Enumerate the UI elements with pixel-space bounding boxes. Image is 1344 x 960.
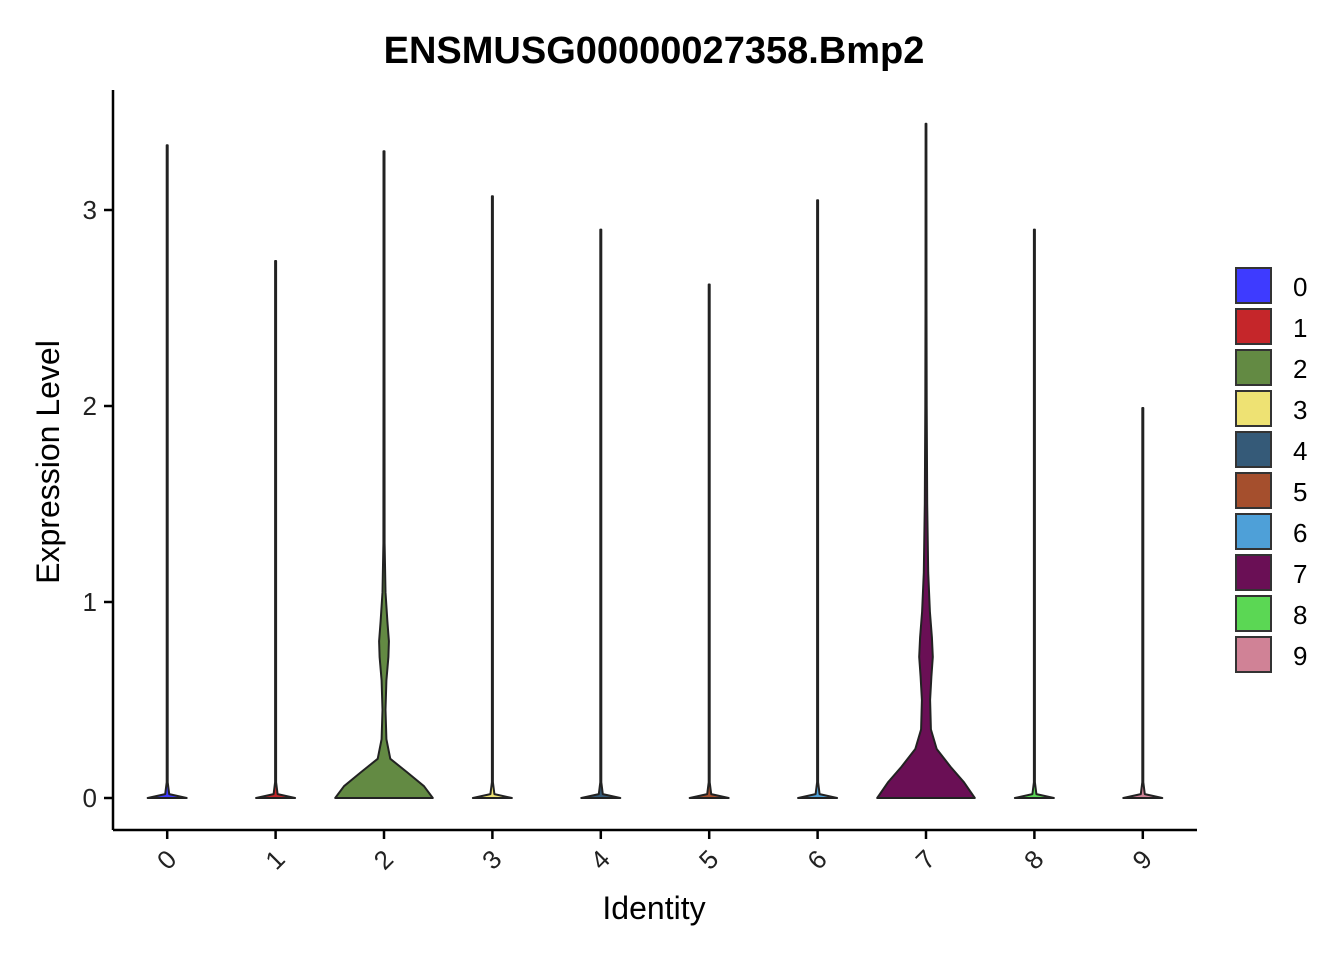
x-tick-label: 3 — [476, 844, 507, 875]
violin-9 — [1122, 407, 1164, 799]
y-tick-label: 3 — [83, 195, 97, 225]
legend: 0 1 2 3 4 5 6 7 8 9 — [1235, 267, 1307, 673]
legend-swatch-8 — [1235, 595, 1272, 632]
legend-label-9: 9 — [1293, 641, 1307, 671]
chart-title: ENSMUSG00000027358.Bmp2 — [384, 30, 925, 72]
legend-label-7: 7 — [1293, 559, 1307, 589]
legend-label-1: 1 — [1293, 313, 1307, 343]
violin-5 — [688, 283, 730, 799]
x-tick-label: 9 — [1126, 844, 1157, 875]
x-tick-label: 7 — [910, 844, 941, 875]
axes: 0 1 2 3 0 1 2 3 4 5 6 7 8 9 — [83, 90, 1197, 875]
x-tick-label: 5 — [693, 844, 724, 875]
violin-8 — [1013, 228, 1055, 799]
violin-2 — [334, 150, 434, 799]
violin-7 — [876, 122, 976, 799]
y-tick-label: 1 — [83, 587, 97, 617]
violin-6 — [797, 199, 839, 799]
x-axis-label: Identity — [602, 890, 705, 926]
y-axis-label: Expression Level — [30, 340, 66, 584]
legend-swatch-5 — [1235, 472, 1272, 509]
legend-swatch-2 — [1235, 349, 1272, 386]
legend-swatch-4 — [1235, 431, 1272, 468]
legend-label-3: 3 — [1293, 395, 1307, 425]
legend-label-2: 2 — [1293, 354, 1307, 384]
violin-4 — [580, 228, 622, 799]
x-tick-label: 0 — [151, 844, 182, 875]
violin-layer — [146, 122, 1164, 799]
legend-label-5: 5 — [1293, 477, 1307, 507]
legend-swatch-7 — [1235, 554, 1272, 591]
violin-3 — [471, 195, 513, 799]
legend-swatch-3 — [1235, 390, 1272, 427]
violin-0 — [146, 144, 188, 799]
legend-swatch-9 — [1235, 636, 1272, 673]
legend-swatch-0 — [1235, 267, 1272, 304]
legend-label-4: 4 — [1293, 436, 1307, 466]
y-tick-label: 0 — [83, 783, 97, 813]
legend-label-0: 0 — [1293, 272, 1307, 302]
x-tick-label: 6 — [801, 844, 832, 875]
x-tick-label: 8 — [1018, 844, 1049, 875]
legend-label-6: 6 — [1293, 518, 1307, 548]
legend-label-8: 8 — [1293, 600, 1307, 630]
legend-swatch-6 — [1235, 513, 1272, 550]
y-tick-label: 2 — [83, 391, 97, 421]
legend-swatch-1 — [1235, 308, 1272, 345]
x-tick-label: 2 — [368, 844, 399, 875]
x-tick-label: 4 — [584, 844, 615, 875]
x-tick-label: 1 — [259, 844, 290, 875]
violin-1 — [255, 260, 297, 799]
